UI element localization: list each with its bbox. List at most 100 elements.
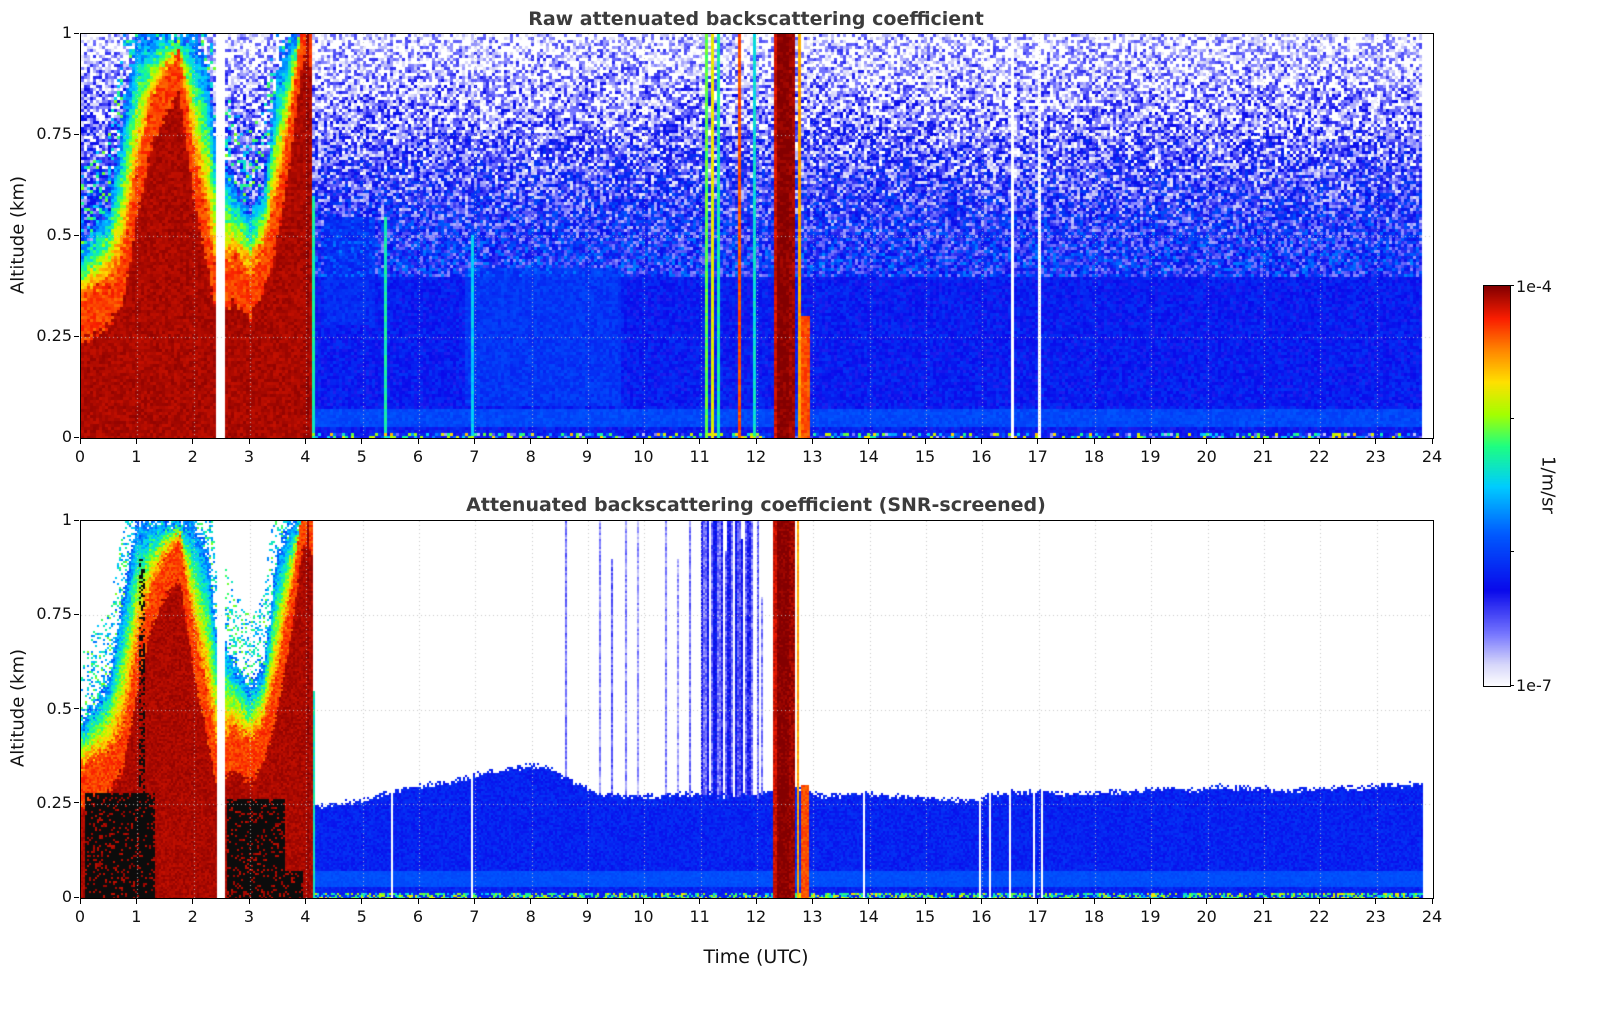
x-axis-label: Time (UTC) — [703, 946, 809, 968]
colorbar-tick-mark — [1510, 551, 1514, 553]
y-tick-label: 0.5 — [46, 698, 72, 718]
x-tick-mark — [248, 439, 250, 444]
x-tick-mark — [135, 899, 137, 904]
x-tick-label: 6 — [412, 447, 424, 466]
x-tick-label: 14 — [858, 447, 879, 466]
x-tick-label: 11 — [689, 907, 710, 926]
y-tick-label: 0 — [61, 887, 72, 906]
x-tick-label: 13 — [802, 907, 823, 926]
x-tick-label: 17 — [1027, 447, 1048, 466]
x-tick-mark — [1037, 899, 1039, 904]
x-tick-label: 8 — [525, 907, 536, 926]
x-tick-mark — [417, 439, 419, 444]
colorbar-tick-mark — [1510, 417, 1514, 419]
x-tick-mark — [1318, 439, 1320, 444]
x-tick-mark — [642, 899, 644, 904]
x-tick-label: 21 — [1252, 447, 1274, 466]
colorbar — [1483, 285, 1511, 687]
y-tick-mark — [74, 896, 79, 898]
x-tick-label: 0 — [74, 907, 86, 926]
x-tick-label: 22 — [1309, 907, 1330, 926]
raw-heatmap-canvas — [81, 34, 1433, 438]
y-tick-label: 0.5 — [46, 225, 72, 244]
x-tick-label: 22 — [1309, 447, 1330, 466]
x-tick-label: 24 — [1421, 907, 1443, 926]
x-tick-label: 0 — [74, 447, 86, 466]
x-tick-label: 16 — [971, 447, 992, 466]
x-tick-label: 4 — [300, 907, 311, 926]
x-tick-label: 18 — [1083, 447, 1105, 466]
x-tick-label: 3 — [243, 447, 255, 466]
x-tick-label: 14 — [858, 907, 879, 926]
x-tick-mark — [699, 899, 701, 904]
x-tick-mark — [924, 439, 926, 444]
x-tick-label: 7 — [469, 447, 480, 466]
y-tick-label: 1 — [61, 23, 72, 42]
colorbar-tick-mark — [1510, 284, 1514, 286]
x-tick-mark — [1318, 899, 1320, 904]
raw-panel-title: Raw attenuated backscattering coefficien… — [528, 8, 984, 30]
x-tick-label: 19 — [1140, 447, 1161, 466]
y-tick-mark — [74, 234, 79, 236]
x-tick-mark — [1375, 899, 1377, 904]
x-tick-label: 4 — [300, 447, 311, 466]
x-tick-label: 15 — [914, 907, 936, 926]
y-tick-label: 0.75 — [36, 604, 72, 624]
x-tick-mark — [1262, 439, 1264, 444]
x-tick-label: 6 — [412, 907, 424, 926]
x-tick-label: 2 — [187, 447, 198, 466]
x-tick-mark — [868, 899, 870, 904]
x-tick-mark — [980, 899, 982, 904]
x-tick-mark — [1431, 439, 1433, 444]
x-tick-mark — [361, 439, 363, 444]
x-tick-mark — [304, 899, 306, 904]
x-tick-label: 1 — [131, 447, 142, 466]
x-tick-mark — [192, 899, 194, 904]
x-tick-mark — [980, 439, 982, 444]
y-tick-label: 1 — [61, 510, 72, 529]
x-tick-mark — [1262, 899, 1264, 904]
x-tick-mark — [135, 439, 137, 444]
x-tick-label: 23 — [1365, 907, 1386, 926]
x-tick-mark — [192, 439, 194, 444]
x-tick-label: 10 — [633, 907, 654, 926]
screened-panel-title: Attenuated backscattering coefficient (S… — [466, 494, 1046, 516]
y-tick-mark — [74, 802, 79, 804]
x-tick-mark — [79, 439, 81, 444]
x-tick-label: 16 — [971, 907, 992, 926]
x-tick-mark — [473, 899, 475, 904]
raw-heatmap-panel — [80, 33, 1434, 439]
y-tick-mark — [74, 133, 79, 135]
x-tick-label: 3 — [243, 907, 255, 926]
x-tick-mark — [417, 899, 419, 904]
x-tick-mark — [586, 899, 588, 904]
x-tick-label: 12 — [745, 447, 767, 466]
x-tick-mark — [304, 439, 306, 444]
x-tick-mark — [79, 899, 81, 904]
x-tick-label: 12 — [745, 907, 767, 926]
x-tick-label: 2 — [187, 907, 198, 926]
y-tick-label: 0.25 — [36, 792, 72, 812]
y-tick-label: 0 — [61, 427, 72, 446]
x-tick-mark — [642, 439, 644, 444]
x-tick-mark — [811, 439, 813, 444]
x-tick-label: 17 — [1027, 907, 1048, 926]
x-tick-mark — [248, 899, 250, 904]
x-tick-label: 20 — [1196, 447, 1217, 466]
y-tick-mark — [74, 335, 79, 337]
y-tick-label: 0.25 — [36, 326, 72, 345]
x-tick-label: 9 — [581, 447, 593, 466]
x-tick-label: 23 — [1365, 447, 1386, 466]
x-tick-label: 11 — [689, 447, 710, 466]
x-tick-mark — [811, 899, 813, 904]
x-tick-label: 19 — [1140, 907, 1161, 926]
colorbar-max-label: 1e-4 — [1516, 277, 1552, 296]
colorbar-min-label: 1e-7 — [1516, 676, 1552, 695]
x-tick-label: 24 — [1421, 447, 1443, 466]
colorbar-tick-mark — [1510, 684, 1514, 686]
y-tick-label: 0.75 — [36, 124, 72, 143]
x-tick-label: 18 — [1083, 907, 1105, 926]
x-tick-label: 20 — [1196, 907, 1217, 926]
x-tick-label: 1 — [131, 907, 142, 926]
